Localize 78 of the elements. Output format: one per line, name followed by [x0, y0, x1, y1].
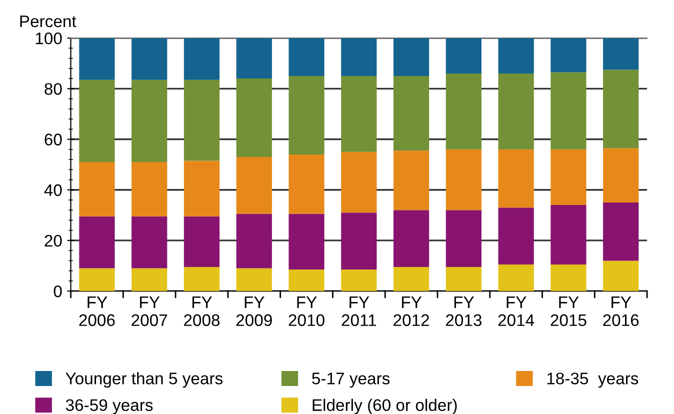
bar: [498, 208, 534, 264]
bar: [288, 154, 324, 214]
legend-label: 5-17 years: [312, 372, 390, 388]
x-tick-label: FY 2012: [394, 296, 429, 326]
bar: [341, 212, 377, 270]
bar: [550, 38, 586, 72]
bar: [603, 260, 639, 292]
bar: [184, 160, 220, 216]
bar: [550, 264, 586, 292]
x-tick-label: FY 2013: [446, 296, 482, 326]
x-tick-label: FY 2010: [288, 296, 324, 326]
bar: [79, 162, 115, 216]
bar: [79, 80, 115, 162]
bar: [446, 74, 482, 150]
x-tick-label: FY 2014: [498, 296, 534, 326]
bar: [236, 214, 272, 268]
bar: [498, 264, 534, 292]
bar: [393, 267, 430, 292]
bar: [288, 214, 324, 270]
legend-label: 36-59 years: [66, 399, 153, 414]
y-tick-label: 80: [44, 83, 62, 95]
bar: [236, 78, 272, 157]
legend-label: 18-35 years: [547, 372, 638, 388]
y-tick-label: 0: [54, 285, 62, 298]
bar: [550, 72, 586, 150]
bar: [236, 38, 272, 79]
legend-label: Elderly (60 or older): [312, 398, 457, 414]
bar: [498, 149, 534, 208]
bar: [184, 38, 220, 80]
bar: [603, 202, 639, 261]
bar: [393, 76, 430, 151]
bar: [132, 268, 168, 292]
bar: [550, 149, 586, 206]
x-tick-label: FY 2016: [603, 296, 639, 326]
bar: [393, 210, 430, 268]
bar: [184, 216, 220, 268]
bar: [446, 38, 482, 74]
y-tick-label: 100: [36, 32, 62, 44]
bar: [341, 270, 377, 292]
bar: [341, 76, 377, 152]
bar: [288, 38, 324, 76]
x-tick-label: FY 2009: [236, 296, 272, 326]
bar: [393, 38, 430, 76]
bar: [132, 162, 168, 216]
bar: [132, 80, 168, 162]
bar: [236, 156, 272, 214]
bar: [603, 38, 639, 70]
bar: [550, 205, 586, 264]
x-tick-label: FY 2006: [79, 296, 115, 326]
bar: [288, 270, 324, 292]
bar: [393, 150, 430, 210]
bar: [79, 38, 115, 80]
bar: [132, 38, 168, 80]
x-tick-label: FY 2007: [132, 296, 168, 326]
y-tick-label: 40: [44, 184, 62, 196]
bar: [341, 152, 377, 213]
bar: [603, 148, 639, 203]
bar: [236, 268, 272, 292]
x-tick-label: FY 2015: [550, 296, 586, 326]
bar: [184, 267, 220, 292]
bar: [288, 76, 324, 154]
bar: [132, 216, 168, 268]
x-tick-label: FY 2011: [342, 296, 376, 326]
x-tick-label: FY 2008: [184, 296, 220, 326]
y-tick-label: 60: [44, 134, 62, 146]
bar: [79, 216, 115, 268]
bar: [446, 267, 482, 292]
bar: [446, 149, 482, 210]
bar: [446, 210, 482, 268]
bar: [341, 38, 377, 76]
bar: [603, 70, 639, 148]
y-tick-label: 20: [44, 234, 62, 247]
bar: [184, 80, 220, 161]
y-axis-title: Percent: [20, 16, 76, 28]
legend-label: Younger than 5 years: [66, 372, 223, 388]
bar: [498, 38, 534, 74]
bar: [498, 74, 534, 150]
bar: [79, 268, 115, 292]
